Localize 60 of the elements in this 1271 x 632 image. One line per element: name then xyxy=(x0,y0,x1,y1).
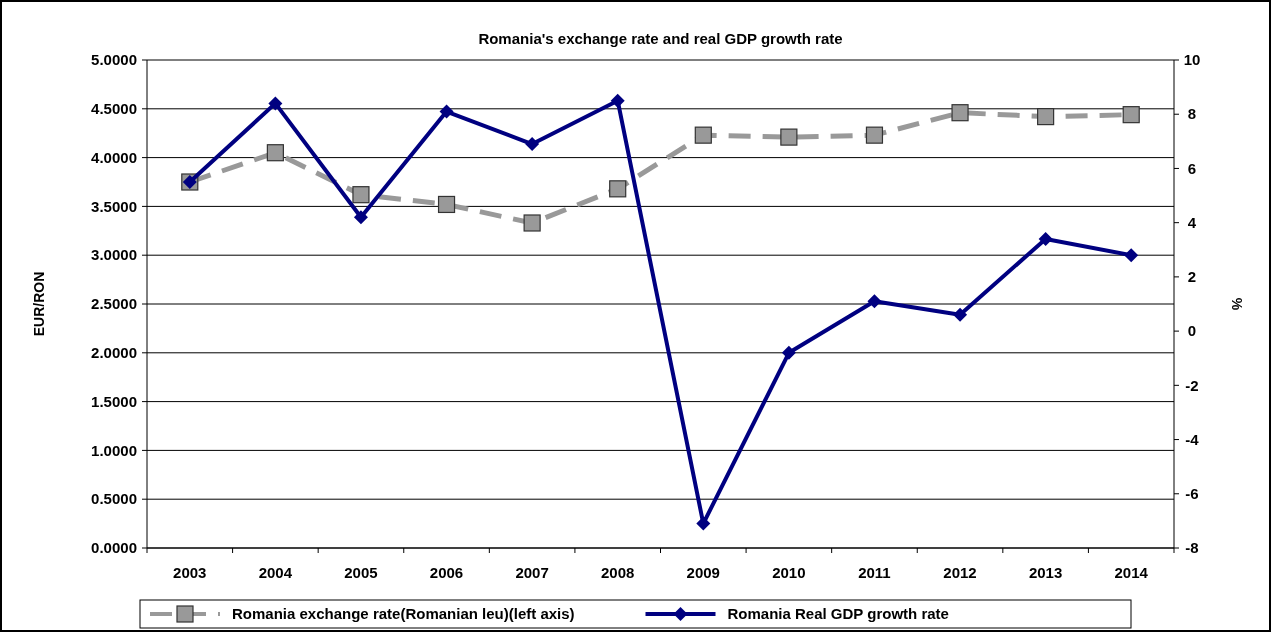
x-tick-label: 2009 xyxy=(686,564,720,581)
y2-tick-label: 0 xyxy=(1187,322,1197,340)
y2-axis-title: % xyxy=(1229,297,1245,311)
y-tick-label: 3.0000 xyxy=(91,246,137,264)
x-tick-label: 2011 xyxy=(858,564,891,581)
legend-label: Romania exchange rate(Romanian leu)(left axis) xyxy=(232,605,575,623)
point xyxy=(1122,106,1140,124)
point xyxy=(1124,248,1139,263)
y-tick-label: 0.0000 xyxy=(91,539,137,557)
y-axis-title: EUR/RON xyxy=(31,271,47,337)
point xyxy=(437,195,456,214)
point xyxy=(953,307,968,322)
y2-tick-label: 4 xyxy=(1187,213,1197,231)
x-tick-label: 2007 xyxy=(515,564,549,581)
point xyxy=(525,137,540,152)
y-tick-label: 4.0000 xyxy=(91,148,137,166)
chart-title: Romania's exchange rate and real GDP growth rate xyxy=(478,30,843,47)
x-tick-label: 2013 xyxy=(1028,564,1063,581)
point xyxy=(696,516,711,531)
y2-tick-label: -8 xyxy=(1185,539,1199,557)
point xyxy=(1038,231,1053,246)
point xyxy=(865,126,884,144)
y-tick-label: 0.5000 xyxy=(91,490,137,508)
y-tick-label: 1.5000 xyxy=(91,392,137,410)
y2-tick-label: 6 xyxy=(1187,159,1197,177)
y2-tick-label: -2 xyxy=(1185,376,1199,394)
y-tick-label: 2.0000 xyxy=(91,344,137,362)
point xyxy=(439,104,454,119)
x-tick-label: 2006 xyxy=(429,564,464,581)
x-tick-label: 2005 xyxy=(344,564,378,581)
x-tick-label: 2008 xyxy=(601,564,635,581)
y-tick-label: 1.0000 xyxy=(91,441,137,459)
y2-tick-label: 10 xyxy=(1183,51,1201,69)
point xyxy=(352,186,370,204)
x-tick-label: 2004 xyxy=(258,564,293,581)
point xyxy=(951,104,969,122)
point xyxy=(781,345,796,360)
y2-tick-label: -6 xyxy=(1185,485,1199,503)
point xyxy=(609,180,627,198)
y2-tick-label: 8 xyxy=(1187,105,1197,123)
x-tick-label: 2003 xyxy=(173,564,207,581)
y-tick-label: 5.0000 xyxy=(91,51,137,69)
y2-tick-label: 2 xyxy=(1187,268,1197,286)
y-tick-label: 3.5000 xyxy=(91,197,137,215)
x-tick-label: 2014 xyxy=(1114,564,1149,581)
x-tick-label: 2012 xyxy=(943,564,977,581)
point xyxy=(268,96,283,111)
point xyxy=(780,128,798,146)
point xyxy=(610,93,625,108)
point xyxy=(1037,108,1055,126)
point xyxy=(694,126,712,144)
y-tick-label: 2.5000 xyxy=(91,295,137,313)
point xyxy=(523,214,541,232)
point xyxy=(266,144,284,162)
y2-tick-label: -4 xyxy=(1185,430,1200,448)
point xyxy=(353,210,368,225)
y-tick-label: 4.5000 xyxy=(91,100,137,118)
x-tick-label: 2010 xyxy=(772,564,806,581)
point xyxy=(867,294,882,309)
legend-label: Romania Real GDP growth rate xyxy=(727,605,949,623)
